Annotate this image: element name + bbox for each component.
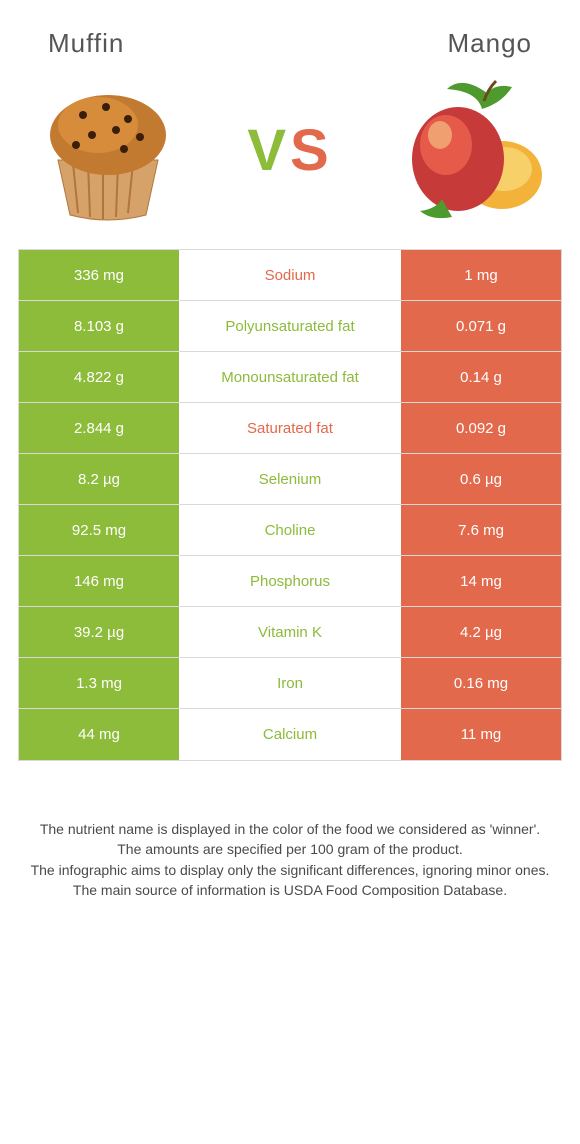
- table-row: 8.2 µgSelenium0.6 µg: [19, 454, 561, 505]
- nutrient-name: Choline: [179, 505, 401, 555]
- header-titles: Muffin Mango: [18, 20, 562, 75]
- right-value: 14 mg: [401, 556, 561, 606]
- mango-image: [392, 75, 552, 225]
- footer-line: The nutrient name is displayed in the co…: [24, 819, 556, 839]
- left-value: 146 mg: [19, 556, 179, 606]
- vs-v: V: [247, 118, 290, 183]
- right-value: 0.071 g: [401, 301, 561, 351]
- footer-line: The amounts are specified per 100 gram o…: [24, 839, 556, 859]
- left-value: 8.103 g: [19, 301, 179, 351]
- nutrient-name: Iron: [179, 658, 401, 708]
- right-food-title: Mango: [448, 28, 533, 59]
- comparison-table: 336 mgSodium1 mg8.103 gPolyunsaturated f…: [18, 249, 562, 761]
- footer-line: The infographic aims to display only the…: [24, 860, 556, 880]
- left-value: 92.5 mg: [19, 505, 179, 555]
- left-food-title: Muffin: [48, 28, 124, 59]
- left-value: 2.844 g: [19, 403, 179, 453]
- table-row: 44 mgCalcium11 mg: [19, 709, 561, 760]
- nutrient-name: Phosphorus: [179, 556, 401, 606]
- right-value: 0.14 g: [401, 352, 561, 402]
- right-value: 1 mg: [401, 250, 561, 300]
- right-value: 7.6 mg: [401, 505, 561, 555]
- table-row: 8.103 gPolyunsaturated fat0.071 g: [19, 301, 561, 352]
- right-value: 11 mg: [401, 709, 561, 760]
- left-value: 4.822 g: [19, 352, 179, 402]
- footer-line: The main source of information is USDA F…: [24, 880, 556, 900]
- muffin-image: [28, 75, 188, 225]
- left-value: 1.3 mg: [19, 658, 179, 708]
- vs-label: VS: [247, 117, 332, 184]
- table-row: 39.2 µgVitamin K4.2 µg: [19, 607, 561, 658]
- left-value: 44 mg: [19, 709, 179, 760]
- nutrient-name: Sodium: [179, 250, 401, 300]
- right-value: 0.092 g: [401, 403, 561, 453]
- right-value: 0.16 mg: [401, 658, 561, 708]
- footer-notes: The nutrient name is displayed in the co…: [18, 819, 562, 900]
- vs-s: S: [290, 118, 333, 183]
- table-row: 92.5 mgCholine7.6 mg: [19, 505, 561, 556]
- nutrient-name: Selenium: [179, 454, 401, 504]
- left-value: 336 mg: [19, 250, 179, 300]
- nutrient-name: Monounsaturated fat: [179, 352, 401, 402]
- vs-row: VS: [18, 75, 562, 249]
- table-row: 146 mgPhosphorus14 mg: [19, 556, 561, 607]
- nutrient-name: Saturated fat: [179, 403, 401, 453]
- right-value: 4.2 µg: [401, 607, 561, 657]
- table-row: 4.822 gMonounsaturated fat0.14 g: [19, 352, 561, 403]
- nutrient-name: Polyunsaturated fat: [179, 301, 401, 351]
- table-row: 2.844 gSaturated fat0.092 g: [19, 403, 561, 454]
- nutrient-name: Calcium: [179, 709, 401, 760]
- nutrient-name: Vitamin K: [179, 607, 401, 657]
- left-value: 39.2 µg: [19, 607, 179, 657]
- right-value: 0.6 µg: [401, 454, 561, 504]
- table-row: 336 mgSodium1 mg: [19, 250, 561, 301]
- table-row: 1.3 mgIron0.16 mg: [19, 658, 561, 709]
- left-value: 8.2 µg: [19, 454, 179, 504]
